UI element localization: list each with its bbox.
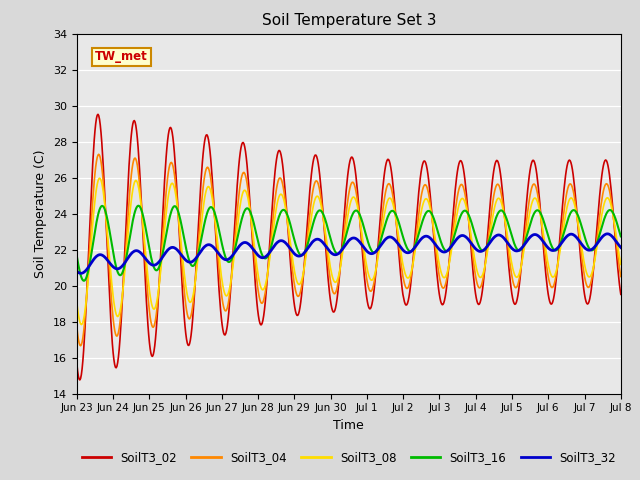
SoilT3_16 bbox=[196, 246, 204, 252]
SoilT3_08 bbox=[196, 240, 204, 246]
SoilT3_32 bbox=[195, 252, 202, 257]
SoilT3_04 bbox=[433, 251, 440, 257]
Title: Soil Temperature Set 3: Soil Temperature Set 3 bbox=[262, 13, 436, 28]
SoilT3_04 bbox=[95, 151, 102, 157]
SoilT3_32 bbox=[431, 241, 439, 247]
SoilT3_08 bbox=[433, 243, 440, 249]
Y-axis label: Soil Temperature (C): Soil Temperature (C) bbox=[35, 149, 47, 278]
Line: SoilT3_08: SoilT3_08 bbox=[77, 178, 621, 324]
SoilT3_16 bbox=[433, 223, 440, 229]
SoilT3_16 bbox=[417, 226, 424, 231]
Line: SoilT3_04: SoilT3_04 bbox=[77, 154, 621, 346]
SoilT3_04 bbox=[84, 282, 92, 288]
SoilT3_04 bbox=[617, 274, 625, 279]
SoilT3_08 bbox=[417, 214, 424, 220]
SoilT3_32 bbox=[140, 253, 147, 259]
SoilT3_08 bbox=[73, 300, 81, 305]
SoilT3_02 bbox=[433, 263, 440, 269]
SoilT3_02 bbox=[73, 360, 81, 366]
SoilT3_08 bbox=[77, 322, 85, 327]
Legend: SoilT3_02, SoilT3_04, SoilT3_08, SoilT3_16, SoilT3_32: SoilT3_02, SoilT3_04, SoilT3_08, SoilT3_… bbox=[77, 446, 621, 469]
SoilT3_04 bbox=[196, 227, 204, 233]
SoilT3_02 bbox=[617, 291, 625, 297]
SoilT3_02 bbox=[140, 255, 148, 261]
SoilT3_32 bbox=[223, 257, 231, 263]
Line: SoilT3_02: SoilT3_02 bbox=[77, 114, 621, 380]
SoilT3_02 bbox=[196, 204, 204, 210]
SoilT3_16 bbox=[80, 278, 88, 284]
SoilT3_08 bbox=[95, 175, 103, 181]
Text: TW_met: TW_met bbox=[95, 50, 148, 63]
SoilT3_32 bbox=[77, 270, 84, 276]
SoilT3_04 bbox=[224, 301, 232, 307]
SoilT3_08 bbox=[224, 291, 232, 297]
SoilT3_04 bbox=[417, 199, 424, 205]
SoilT3_02 bbox=[76, 377, 84, 383]
SoilT3_16 bbox=[140, 217, 148, 223]
Line: SoilT3_32: SoilT3_32 bbox=[77, 234, 621, 273]
SoilT3_32 bbox=[73, 268, 81, 274]
SoilT3_16 bbox=[73, 253, 81, 259]
SoilT3_32 bbox=[617, 244, 625, 250]
SoilT3_02 bbox=[224, 316, 232, 322]
SoilT3_02 bbox=[94, 111, 102, 117]
SoilT3_16 bbox=[84, 271, 92, 277]
SoilT3_16 bbox=[134, 203, 142, 209]
SoilT3_32 bbox=[416, 238, 424, 244]
SoilT3_08 bbox=[84, 286, 92, 291]
X-axis label: Time: Time bbox=[333, 419, 364, 432]
SoilT3_08 bbox=[140, 234, 148, 240]
SoilT3_32 bbox=[604, 231, 611, 237]
SoilT3_16 bbox=[617, 233, 625, 239]
Line: SoilT3_16: SoilT3_16 bbox=[77, 206, 621, 281]
SoilT3_16 bbox=[224, 259, 232, 264]
SoilT3_08 bbox=[617, 262, 625, 267]
SoilT3_04 bbox=[77, 343, 84, 348]
SoilT3_02 bbox=[84, 276, 92, 282]
SoilT3_04 bbox=[140, 242, 148, 248]
SoilT3_04 bbox=[73, 324, 81, 329]
SoilT3_32 bbox=[84, 266, 92, 272]
SoilT3_02 bbox=[417, 175, 424, 181]
